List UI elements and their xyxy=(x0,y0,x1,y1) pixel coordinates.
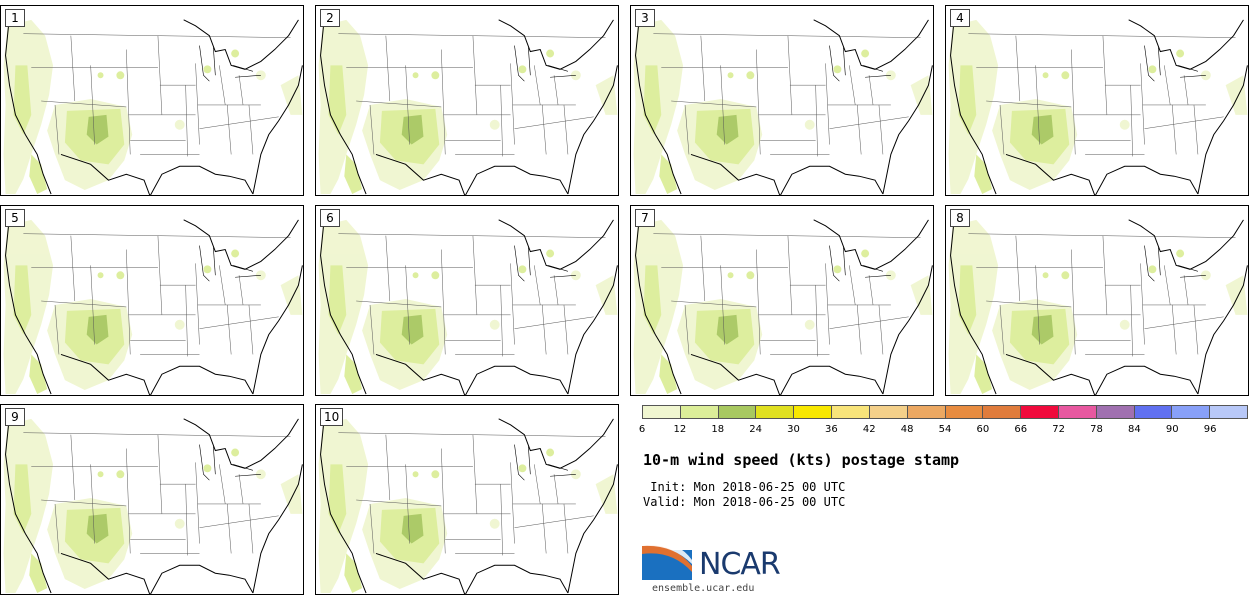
colorbar-segment xyxy=(1172,406,1211,418)
map-svg xyxy=(948,215,1248,395)
panel-label: 7 xyxy=(635,209,655,227)
panel-label: 10 xyxy=(320,408,344,426)
panel-label: 8 xyxy=(950,209,970,227)
panel-label: 6 xyxy=(320,209,340,227)
map-svg xyxy=(633,15,933,195)
panel-label: 1 xyxy=(5,9,25,27)
map-svg xyxy=(948,15,1248,195)
map-panel-10[interactable]: 10 xyxy=(315,404,619,595)
colorbar-segment xyxy=(1021,406,1059,418)
map-panel-1[interactable]: 1 xyxy=(0,5,304,196)
colorbar-tick-label: 42 xyxy=(862,424,876,435)
colorbar-tick-label: 54 xyxy=(938,424,952,435)
logo-url: ensemble.ucar.edu xyxy=(652,583,755,594)
map-panel-9[interactable]: 9 xyxy=(0,404,304,595)
colorbar-tick-label: 78 xyxy=(1090,424,1103,435)
colorbar xyxy=(642,405,1248,419)
colorbar-segment xyxy=(832,406,870,418)
colorbar-segment xyxy=(794,406,833,418)
colorbar-segment xyxy=(1058,406,1097,418)
panel-label: 5 xyxy=(5,209,25,227)
colorbar-segment xyxy=(718,406,757,418)
map-panel-7[interactable]: 7 xyxy=(630,205,934,396)
init-time: Init: Mon 2018-06-25 00 UTC xyxy=(643,480,846,494)
colorbar-ticks: 6 12 18 24 30 36 42 48 54 60 66 72 78 84 90 96 xyxy=(638,424,1248,438)
map-svg xyxy=(633,215,933,395)
colorbar-tick-label: 84 xyxy=(1128,424,1141,435)
map-svg xyxy=(3,15,303,195)
logo-text: NCAR xyxy=(699,547,781,582)
map-panel-5[interactable]: 5 xyxy=(0,205,304,396)
colorbar-segment xyxy=(1210,406,1247,418)
colorbar-tick-label: 66 xyxy=(1014,424,1028,435)
colorbar-segment xyxy=(907,406,946,418)
colorbar-segment xyxy=(643,406,681,418)
map-svg xyxy=(3,414,303,594)
colorbar-tick-label: 24 xyxy=(749,424,762,435)
colorbar-tick-label: 6 xyxy=(638,424,646,435)
colorbar-tick-label: 72 xyxy=(1052,424,1065,435)
colorbar-segment xyxy=(756,406,795,418)
colorbar-tick-label: 60 xyxy=(976,424,990,435)
map-panel-4[interactable]: 4 xyxy=(945,5,1249,196)
colorbar-tick-label: 12 xyxy=(673,424,687,435)
valid-time: Valid: Mon 2018-06-25 00 UTC xyxy=(643,495,846,509)
panel-label: 2 xyxy=(320,9,340,27)
map-panel-2[interactable]: 2 xyxy=(315,5,619,196)
map-svg xyxy=(318,215,618,395)
colorbar-segment xyxy=(1134,406,1173,418)
map-svg xyxy=(3,215,303,395)
colorbar-segment xyxy=(945,406,984,418)
map-panel-3[interactable]: 3 xyxy=(630,5,934,196)
colorbar-segment xyxy=(680,406,719,418)
colorbar-segment xyxy=(1096,406,1135,418)
map-panel-6[interactable]: 6 xyxy=(315,205,619,396)
colorbar-tick-label: 30 xyxy=(787,424,800,435)
panel-label: 4 xyxy=(950,9,970,27)
colorbar-tick-label: 90 xyxy=(1165,424,1179,435)
colorbar-tick-label: 96 xyxy=(1203,424,1217,435)
map-panel-8[interactable]: 8 xyxy=(945,205,1249,396)
map-svg xyxy=(318,15,618,195)
panel-label: 3 xyxy=(635,9,655,27)
panel-label: 9 xyxy=(5,408,25,426)
ncar-logo-icon xyxy=(642,540,692,580)
colorbar-tick-label: 48 xyxy=(900,424,914,435)
colorbar-segment xyxy=(983,406,1022,418)
map-svg xyxy=(318,414,618,594)
plot-title: 10-m wind speed (kts) postage stamp xyxy=(643,451,960,469)
colorbar-tick-label: 36 xyxy=(825,424,838,435)
colorbar-segment xyxy=(869,406,908,418)
colorbar-tick-label: 18 xyxy=(711,424,725,435)
